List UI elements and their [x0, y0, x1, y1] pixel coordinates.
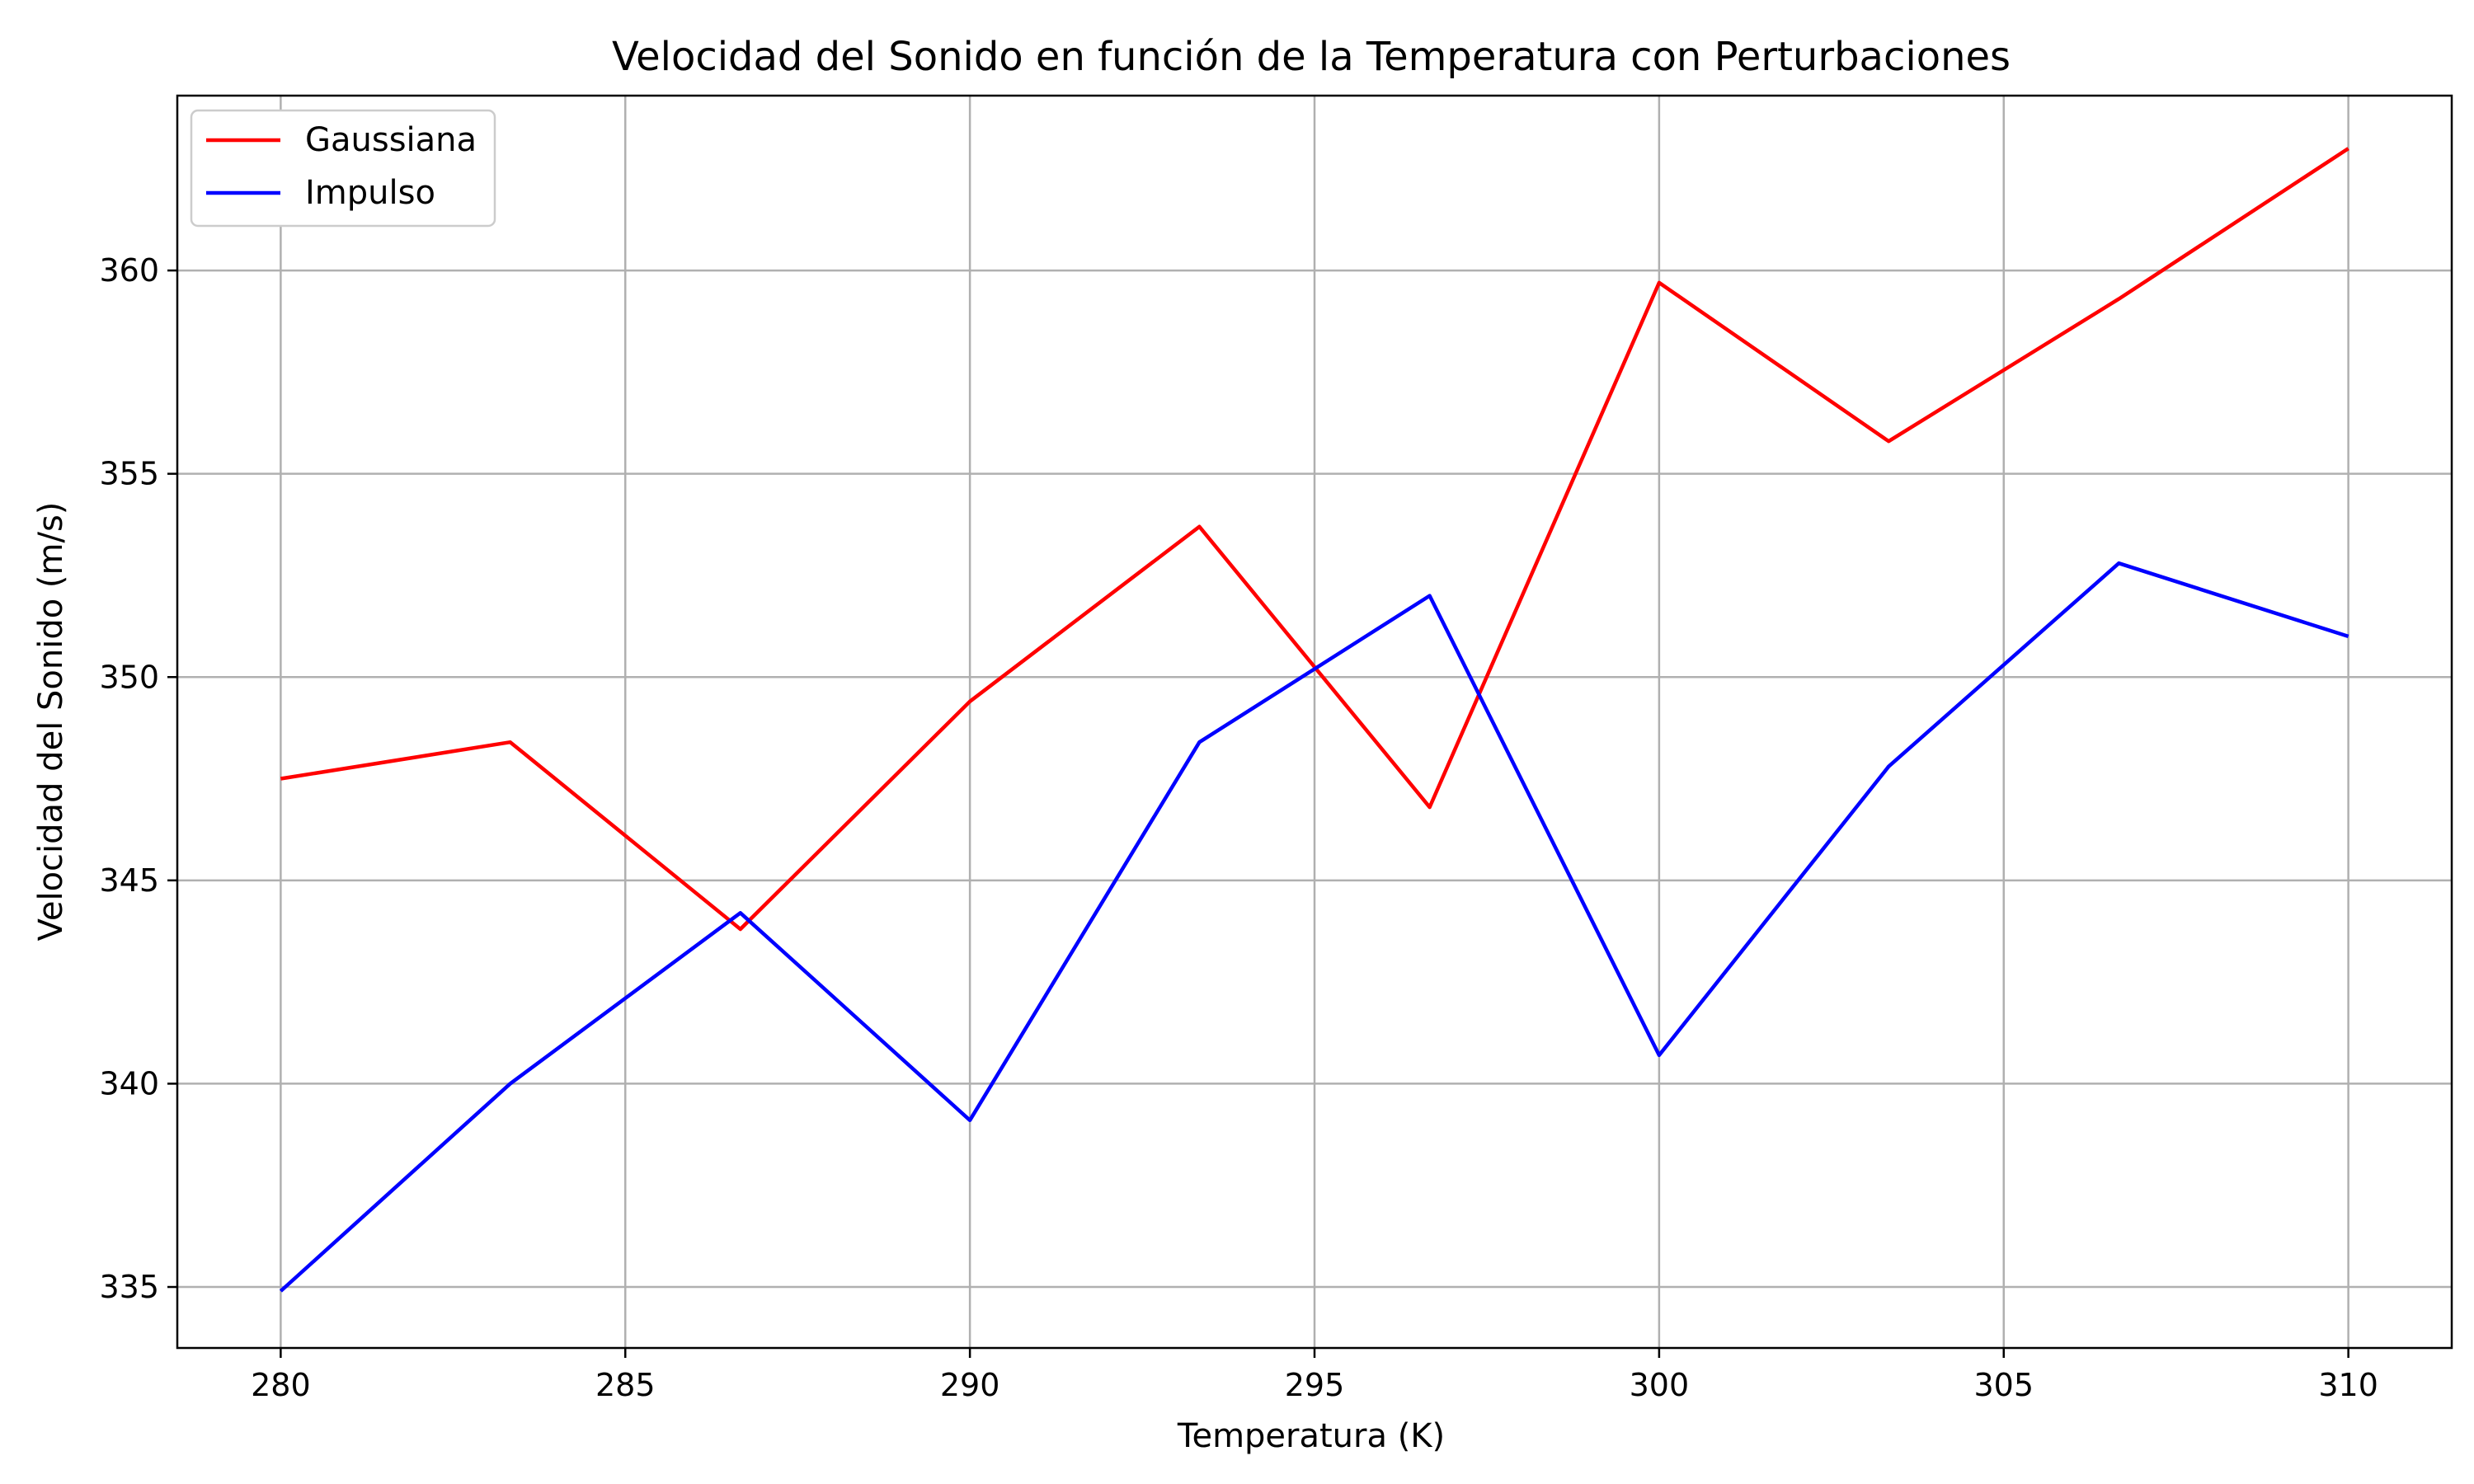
grid	[177, 96, 2452, 1348]
y-tick-label: 355	[99, 456, 159, 492]
x-tick-label: 285	[595, 1367, 656, 1403]
y-tick-label: 360	[99, 252, 159, 289]
x-tick-label: 290	[940, 1367, 1000, 1403]
series-line-impulso	[279, 561, 2349, 1293]
x-tick-label: 295	[1285, 1367, 1345, 1403]
series-layer	[279, 147, 2349, 1293]
y-axis-label: Velocidad del Sonido (m/s)	[32, 502, 70, 942]
y-tick-label: 345	[99, 862, 159, 899]
x-tick-label: 310	[2318, 1367, 2378, 1403]
y-tick-label: 335	[99, 1269, 159, 1305]
x-axis-label: Temperatura (K)	[1177, 1417, 1445, 1455]
y-tick-label: 340	[99, 1065, 159, 1101]
x-tick-label: 300	[1630, 1367, 1690, 1403]
legend-label-gaussiana: Gaussiana	[305, 121, 477, 159]
chart-title: Velocidad del Sonido en función de la Te…	[612, 34, 2011, 80]
axis-ticks: 280 285 290 295 300 305 310 335 340 345 350 355 360	[99, 252, 2378, 1403]
x-tick-label: 305	[1973, 1367, 2034, 1403]
legend: Gaussiana Impulso	[190, 109, 496, 228]
y-tick-label: 350	[99, 659, 159, 695]
legend-label-impulso: Impulso	[305, 174, 435, 212]
x-tick-label: 280	[251, 1367, 311, 1403]
